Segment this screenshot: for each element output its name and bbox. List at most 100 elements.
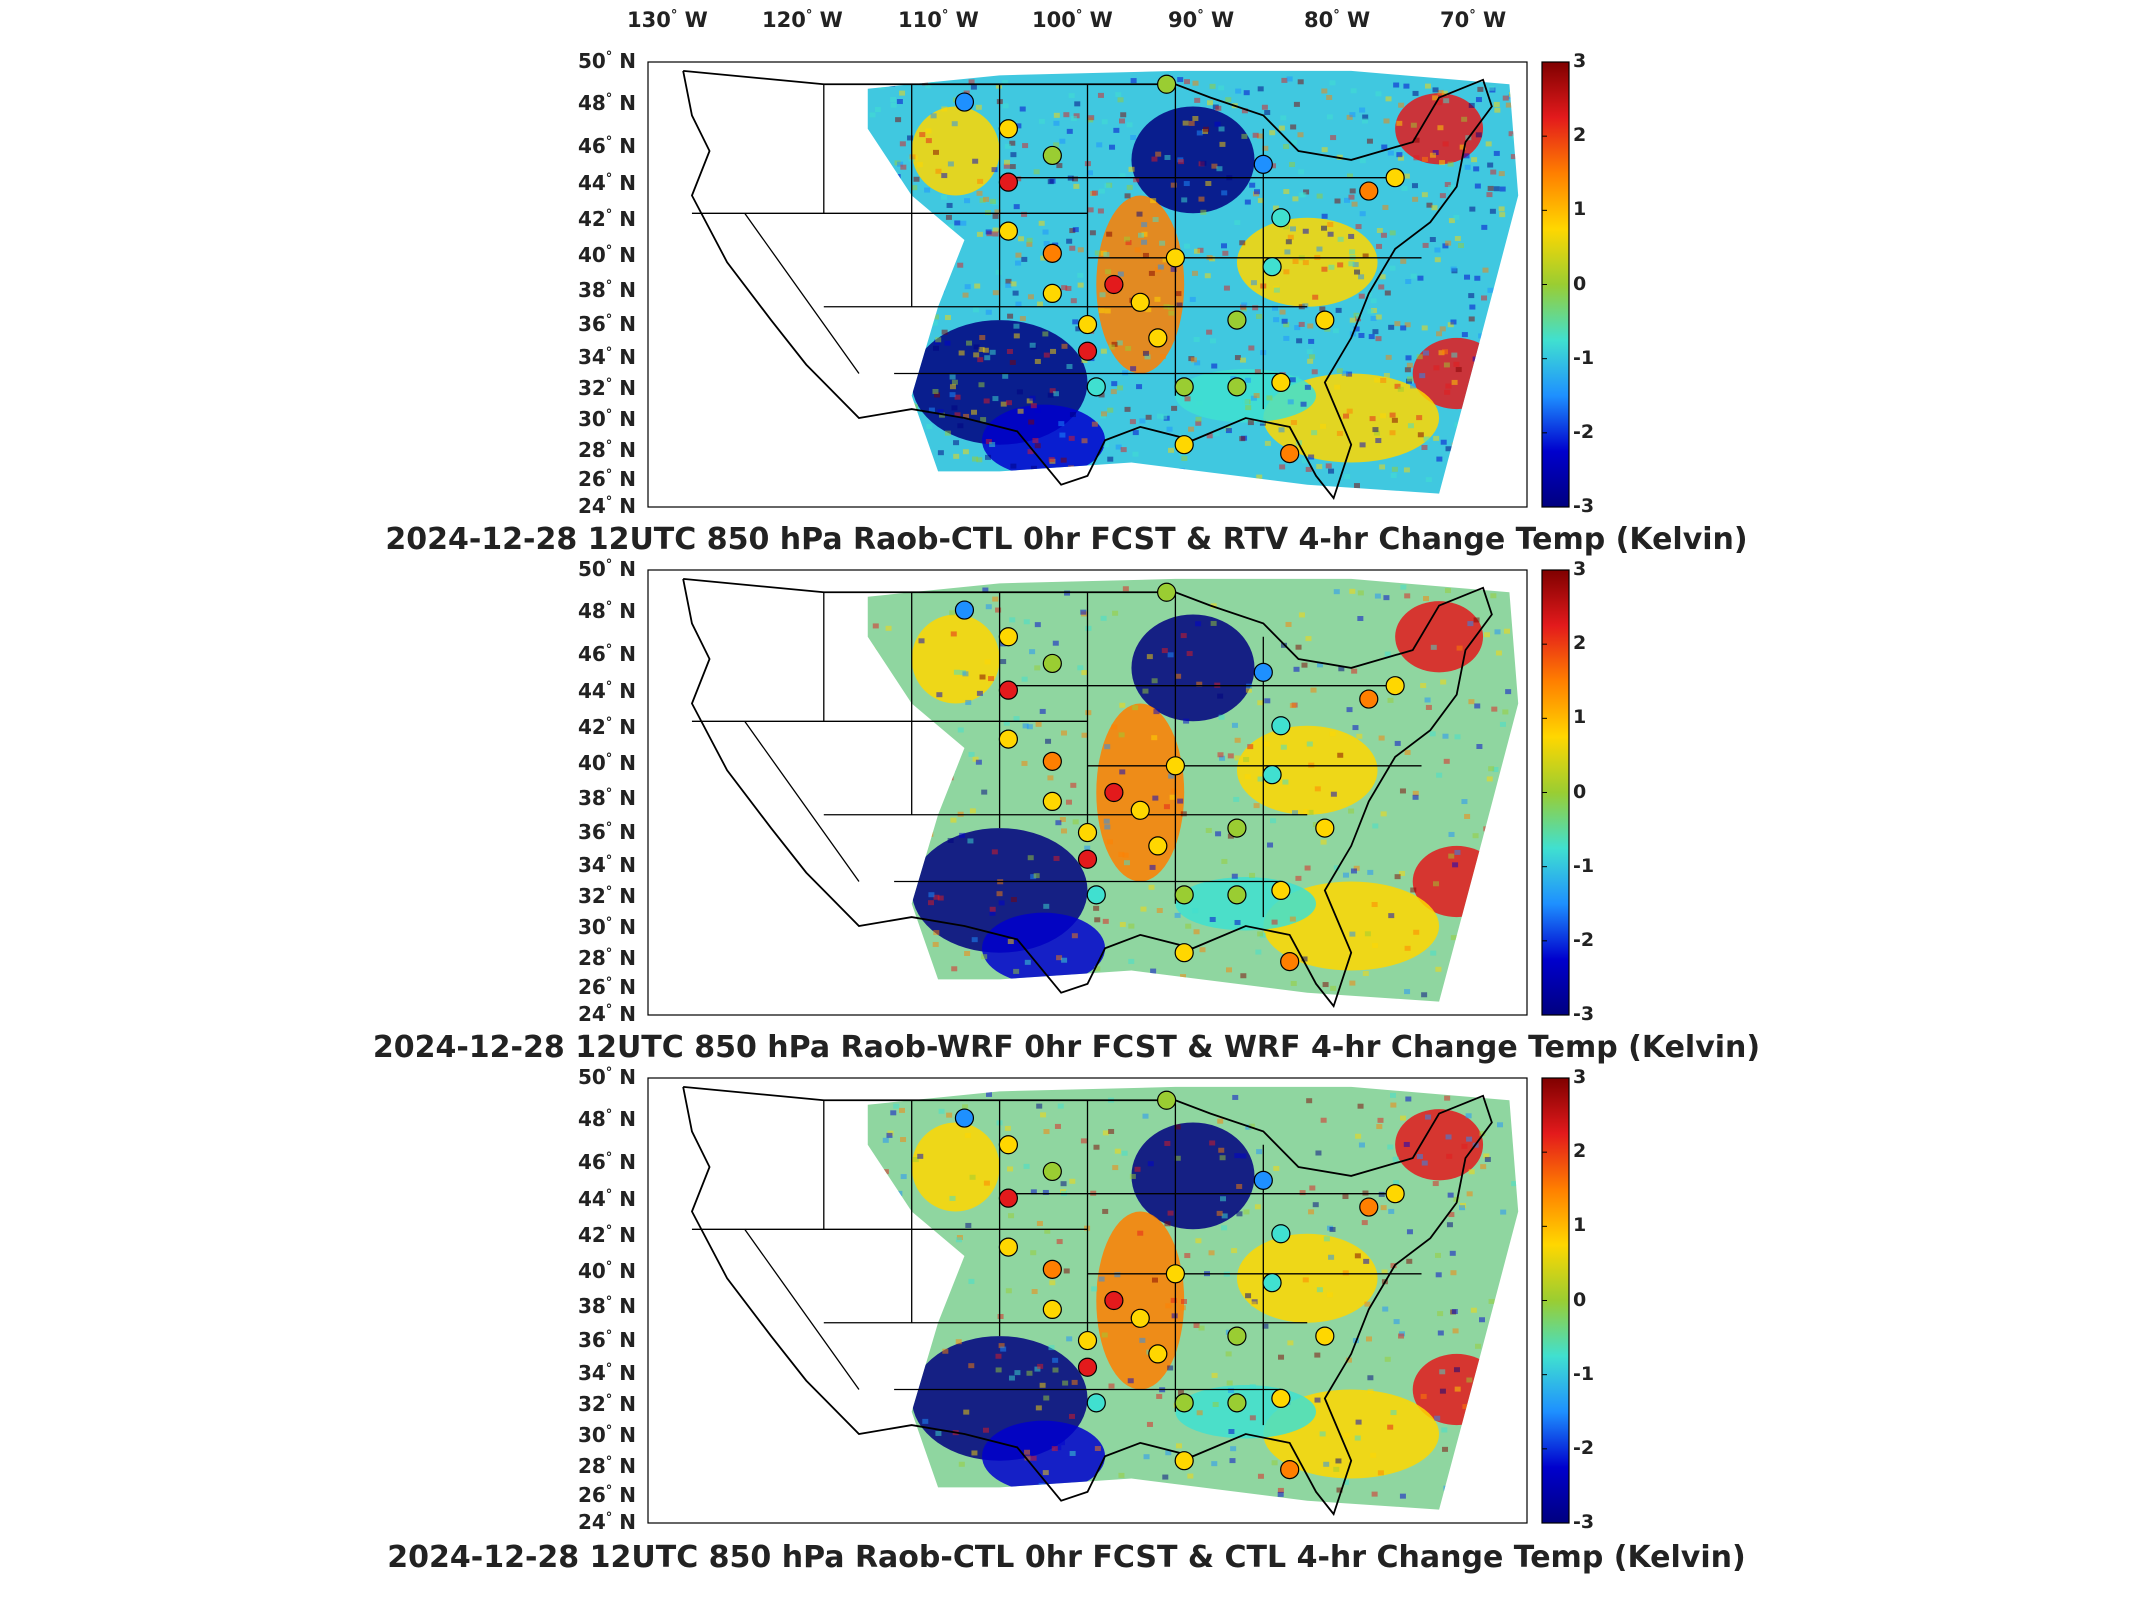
raob-station-marker [1077,822,1098,843]
raob-station-marker [1359,181,1379,201]
raob-station-marker [1157,74,1177,94]
raob-station-marker [1359,689,1379,709]
colorbar-tick-label: -3 [1573,1003,1595,1025]
raob-station-marker [1253,1170,1273,1190]
raob-station-marker [1165,756,1186,776]
colorbar-tick-label: 1 [1573,706,1587,729]
raob-station-marker [1262,765,1282,785]
raob-station-marker [1315,818,1335,838]
latitude-label: 46° N [577,641,636,666]
raob-station-marker [998,172,1018,192]
raob-station-marker [954,600,975,620]
raob-station-marker [1042,653,1062,674]
colorbar-tick-label: 0 [1573,780,1587,803]
longitude-label: 80° W [1304,8,1371,32]
latitude-label: 24° N [577,1002,636,1026]
raob-station-marker [1280,1459,1300,1480]
raob-station-marker [1077,341,1098,361]
raob-station-marker [1385,1184,1405,1204]
longitude-label: 120° W [762,8,843,32]
latitude-label: 40° N [577,1258,636,1283]
raob-station-marker [1280,444,1300,464]
colorbar-tick-label: 2 [1573,632,1587,655]
raob-station-marker [998,729,1018,749]
raob-station-marker [1315,310,1335,330]
longitude-label: 130° W [627,8,708,32]
longitude-label: 110° W [898,8,979,32]
map-panel-ctl [647,1077,1570,1524]
latitude-label: 36° N [577,1327,636,1352]
latitude-label: 36° N [577,311,636,336]
map-panel-wrf [647,569,1570,1016]
raob-station-marker [1271,716,1291,736]
raob-station-marker [998,680,1018,700]
raob-station-marker [1271,1224,1291,1244]
raob-stations [954,582,1405,972]
raob-station-marker [1130,292,1150,312]
latitude-label: 46° N [577,1149,636,1174]
latitude-label: 48° N [577,1107,636,1132]
raob-station-marker [1174,1451,1194,1471]
colorbar-tick-label: 0 [1573,1288,1587,1311]
latitude-label: 28° N [577,946,636,971]
raob-station-marker [1271,208,1291,228]
raob-station-marker [954,1108,975,1128]
panel-title: 2024-12-28 12UTC 850 hPa Raob-WRF 0hr FC… [372,1030,1761,1065]
raob-station-marker [1077,1357,1098,1377]
raob-station-marker [1174,1393,1194,1413]
panel-title: 2024-12-28 12UTC 850 hPa Raob-CTL 0hr FC… [387,1540,1746,1575]
latitude-label: 38° N [577,278,636,303]
raob-station-marker [998,221,1018,241]
raob-station-marker [1271,880,1291,901]
latitude-label: 44° N [577,171,636,196]
raob-station-marker [1148,836,1168,856]
raob-station-marker [954,92,975,112]
raob-station-marker [1042,1161,1062,1182]
raob-station-marker [1227,1393,1247,1413]
latitude-label: 30° N [577,915,636,940]
colorbar-tick-label: 3 [1573,50,1587,72]
latitude-label: 48° N [577,599,636,624]
raob-station-marker [1130,1308,1150,1328]
latitude-label: 32° N [577,376,636,401]
state-boundaries [682,1086,1493,1516]
raob-station-marker [1174,377,1194,397]
raob-station-marker [1359,1197,1379,1217]
raob-station-marker [1385,676,1405,696]
latitude-label: 32° N [577,1392,636,1417]
colorbar-tick-label: 1 [1573,1214,1587,1237]
latitude-label: 50° N [577,1065,636,1089]
raob-station-marker [1104,1290,1124,1311]
raob-station-marker [1104,274,1124,295]
latitude-label: 28° N [577,1454,636,1479]
colorbar-tick-label: 2 [1573,1140,1587,1163]
raob-station-marker [1157,582,1177,602]
raob-station-marker [1157,1090,1177,1110]
latitude-label: 46° N [577,133,636,158]
raob-station-marker [1130,800,1150,820]
raob-station-marker [1042,1259,1062,1279]
raob-stations [954,74,1405,464]
raob-station-marker [1086,377,1106,397]
raob-stations [954,1090,1405,1480]
latitude-label: 26° N [577,467,636,492]
raob-station-marker [1165,248,1186,268]
raob-station-marker [1262,257,1282,277]
raob-station-marker [1148,1344,1168,1364]
latitude-label: 44° N [577,1187,636,1212]
raob-station-marker [1042,243,1062,263]
raob-station-marker [1227,885,1247,905]
colorbar-tick-label: 3 [1573,558,1587,580]
latitude-label: 42° N [577,714,636,739]
raob-station-marker [1271,372,1291,392]
colorbar-tick-label: -1 [1573,854,1595,877]
colorbar-tick-label: -2 [1573,1436,1595,1459]
latitude-label: 30° N [577,1423,636,1448]
temperature-change-field [867,578,1519,1002]
latitude-label: 36° N [577,819,636,844]
raob-station-marker [1227,377,1247,397]
latitude-label: 30° N [577,407,636,432]
latitude-label: 34° N [577,344,636,369]
